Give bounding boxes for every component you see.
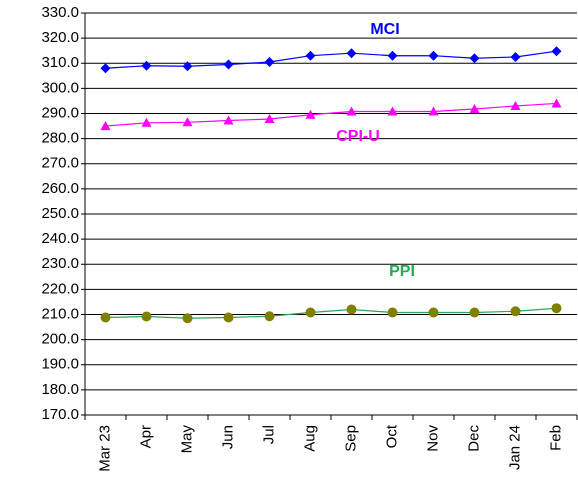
- marker: [387, 307, 398, 318]
- marker: [469, 307, 480, 318]
- marker: [141, 311, 152, 322]
- series-line: [105, 307, 557, 319]
- y-tick-label: 230.0: [41, 255, 79, 272]
- marker: [305, 109, 316, 119]
- series-label: CPI-U: [336, 128, 380, 145]
- x-tick-label: Jul: [260, 425, 277, 444]
- marker: [223, 59, 234, 70]
- marker: [100, 63, 111, 74]
- series-line: [105, 102, 557, 127]
- marker: [428, 106, 439, 116]
- marker: [305, 50, 316, 61]
- y-tick-label: 180.0: [41, 381, 79, 398]
- y-tick-label: 300.0: [41, 79, 79, 96]
- marker: [510, 100, 521, 110]
- marker: [469, 53, 480, 64]
- y-tick-label: 240.0: [41, 230, 79, 247]
- marker: [305, 307, 316, 318]
- marker: [223, 115, 234, 125]
- series-label: MCI: [370, 21, 399, 38]
- y-tick-label: 260.0: [41, 180, 79, 197]
- x-tick-label: Sep: [342, 425, 359, 452]
- series-label: PPI: [389, 263, 415, 280]
- marker: [223, 312, 234, 323]
- marker: [346, 106, 357, 116]
- marker: [141, 60, 152, 71]
- x-tick-label: Nov: [424, 425, 441, 452]
- marker: [182, 313, 193, 324]
- y-tick-label: 280.0: [41, 130, 79, 147]
- marker: [428, 307, 439, 318]
- x-tick-label: Aug: [301, 425, 318, 452]
- series-line: [105, 50, 557, 69]
- marker: [428, 50, 439, 61]
- marker: [264, 311, 275, 322]
- marker: [141, 117, 152, 127]
- marker: [387, 50, 398, 61]
- y-tick-label: 220.0: [41, 280, 79, 297]
- y-tick-label: 310.0: [41, 54, 79, 71]
- marker: [182, 61, 193, 72]
- marker: [551, 303, 562, 314]
- x-tick-label: Jun: [219, 425, 236, 449]
- marker: [346, 304, 357, 315]
- x-tick-label: Jan 24: [506, 425, 523, 470]
- y-tick-label: 290.0: [41, 104, 79, 121]
- marker: [469, 103, 480, 113]
- x-tick-label: Mar 23: [96, 425, 113, 472]
- x-tick-label: May: [178, 425, 195, 454]
- x-tick-label: Apr: [137, 425, 154, 448]
- marker: [510, 51, 521, 62]
- marker: [264, 114, 275, 124]
- y-tick-label: 330.0: [41, 4, 79, 21]
- y-tick-label: 320.0: [41, 29, 79, 46]
- marker: [264, 56, 275, 67]
- y-tick-label: 210.0: [41, 305, 79, 322]
- marker: [551, 98, 562, 108]
- marker: [182, 117, 193, 127]
- y-tick-label: 200.0: [41, 331, 79, 348]
- x-tick-label: Oct: [383, 424, 400, 448]
- marker: [510, 306, 521, 317]
- marker: [346, 48, 357, 59]
- marker: [387, 106, 398, 116]
- y-tick-label: 270.0: [41, 155, 79, 172]
- marker: [100, 312, 111, 323]
- y-tick-label: 170.0: [41, 406, 79, 423]
- x-tick-label: Feb: [547, 425, 564, 451]
- marker: [551, 46, 562, 57]
- y-tick-label: 250.0: [41, 205, 79, 222]
- y-tick-label: 190.0: [41, 356, 79, 373]
- marker: [100, 121, 111, 131]
- x-tick-label: Dec: [465, 425, 482, 452]
